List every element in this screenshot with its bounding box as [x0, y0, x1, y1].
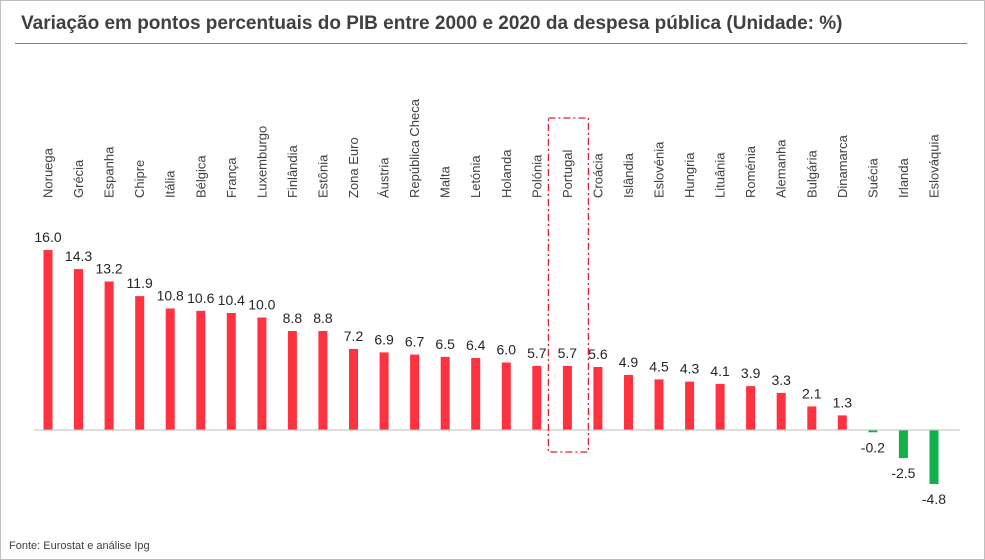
- value-label-franca: 10.4: [218, 292, 245, 308]
- value-label-italia: 10.8: [157, 288, 184, 304]
- bar-polonia: [532, 365, 542, 430]
- category-label-holanda: Holanda: [499, 149, 514, 198]
- category-label-romenia: Roménia: [743, 145, 758, 198]
- value-label-finlandia: 8.8: [283, 310, 303, 326]
- value-label-bulgaria: 2.1: [802, 385, 822, 401]
- bar-eslovaquia: [929, 430, 939, 484]
- value-label-estonia: 8.8: [313, 310, 333, 326]
- value-label-holanda: 6.0: [497, 342, 517, 358]
- value-label-eslovaquia: -4.8: [922, 491, 946, 507]
- bar-portugal: [562, 365, 572, 430]
- bar-republica-checa: [410, 354, 420, 430]
- value-label-eslovenia: 4.5: [649, 358, 669, 374]
- category-label-estonia: Estônia: [315, 154, 330, 198]
- category-label-chipre: Chipre: [132, 160, 147, 198]
- value-label-portugal: 5.7: [558, 345, 578, 361]
- bar-espanha: [104, 281, 114, 430]
- bar-estonia: [318, 331, 328, 430]
- value-label-noruega: 16.0: [34, 229, 61, 245]
- value-label-chipre: 11.9: [127, 275, 153, 291]
- category-label-malta: Malta: [438, 165, 453, 198]
- value-label-alemanha: 3.3: [771, 372, 791, 388]
- value-label-grecia: 14.3: [65, 248, 92, 264]
- category-label-noruega: Noruega: [41, 147, 56, 198]
- category-label-franca: França: [224, 157, 239, 198]
- bar-dinamarca: [837, 415, 847, 430]
- value-label-suecia: -0.2: [861, 439, 885, 455]
- bar-romenia: [746, 386, 756, 430]
- bar-chipre: [135, 296, 145, 430]
- category-label-lituania: Lituânia: [713, 152, 728, 198]
- value-label-croacia: 5.6: [588, 346, 608, 362]
- highlight-box-portugal: [547, 117, 590, 453]
- bar-belgica: [196, 310, 206, 431]
- category-label-portugal: Portugal: [560, 149, 575, 198]
- bar-eslovenia: [654, 379, 664, 430]
- category-label-eslovenia: Eslovénia: [652, 141, 667, 198]
- bar-bulgaria: [807, 406, 817, 430]
- bar-austria: [379, 352, 389, 430]
- bar-letonia: [471, 358, 481, 430]
- bar-luxemburgo: [257, 317, 267, 430]
- category-label-grecia: Grécia: [71, 159, 86, 198]
- bar-alemanha: [776, 392, 786, 430]
- value-label-espanha: 13.2: [95, 261, 122, 277]
- bar-islandia: [624, 374, 633, 430]
- category-label-letonia: Letónia: [468, 155, 483, 198]
- category-label-irlanda: Irlanda: [896, 157, 911, 198]
- category-label-zona-euro: Zona Euro: [346, 137, 361, 198]
- value-labels-group: 16.014.313.2 11.910.8 10.6 10.4 10.0 8.8 8.8 7.…: [34, 229, 946, 507]
- category-label-belgica: Bélgica: [193, 155, 208, 198]
- category-label-alemanha: Alemanha: [774, 139, 789, 198]
- value-label-polonia: 5.7: [527, 345, 547, 361]
- value-label-letonia: 6.4: [466, 337, 486, 353]
- bar-hungria: [685, 381, 695, 430]
- bar-zona-euro: [349, 349, 358, 430]
- category-label-eslovaquia: Eslováquia: [926, 134, 941, 198]
- category-label-republica-checa: República Checa: [407, 98, 422, 198]
- title-divider: [15, 43, 967, 44]
- bar-irlanda: [898, 430, 908, 459]
- bar-croacia: [593, 367, 603, 430]
- source-note: Fonte: Eurostat e análise Ipg: [9, 540, 150, 552]
- category-label-finlandia: Finlândia: [285, 144, 300, 198]
- category-label-bulgaria: Bulgária: [804, 150, 819, 198]
- value-label-lituania: 4.1: [710, 363, 730, 379]
- category-label-italia: Itália: [163, 170, 178, 198]
- category-label-espanha: Espanha: [102, 146, 117, 198]
- bar-lituania: [715, 383, 725, 430]
- category-label-luxemburgo: Luxemburgo: [254, 126, 269, 198]
- category-label-islandia: Islândia: [621, 152, 636, 198]
- value-label-belgica: 10.6: [187, 290, 214, 306]
- value-label-malta: 6.5: [435, 336, 455, 352]
- value-label-hungria: 4.3: [680, 361, 700, 377]
- bar-finlandia: [287, 331, 297, 430]
- value-label-austria: 6.9: [374, 331, 394, 347]
- category-labels-group: Noruega Grécia Espanha Chipre Itália Bélgica F…: [41, 98, 942, 198]
- bar-noruega: [43, 250, 53, 430]
- category-label-hungria: Hungria: [682, 152, 697, 198]
- category-label-dinamarca: Dinamarca: [835, 134, 850, 198]
- bar-italia: [165, 308, 175, 430]
- value-label-luxemburgo: 10.0: [248, 297, 275, 313]
- value-label-republica-checa: 6.7: [405, 334, 425, 350]
- category-label-austria: Áustria: [377, 157, 392, 198]
- value-label-irlanda: -2.5: [891, 465, 915, 481]
- category-label-croacia: Croácia: [590, 152, 605, 198]
- value-label-zona-euro: 7.2: [344, 328, 364, 344]
- bars-group: [43, 250, 939, 484]
- bar-malta: [440, 356, 450, 430]
- bar-franca: [226, 313, 236, 430]
- category-label-polonia: Polónia: [529, 154, 544, 198]
- category-label-suecia: Suécia: [865, 157, 880, 198]
- bar-holanda: [501, 362, 511, 430]
- bar-grecia: [74, 269, 83, 430]
- value-label-romenia: 3.9: [741, 365, 761, 381]
- chart-title: Variação em pontos percentuais do PIB en…: [21, 13, 843, 34]
- value-label-islandia: 4.9: [619, 354, 639, 370]
- value-label-dinamarca: 1.3: [833, 394, 853, 410]
- bar-suecia: [868, 430, 878, 433]
